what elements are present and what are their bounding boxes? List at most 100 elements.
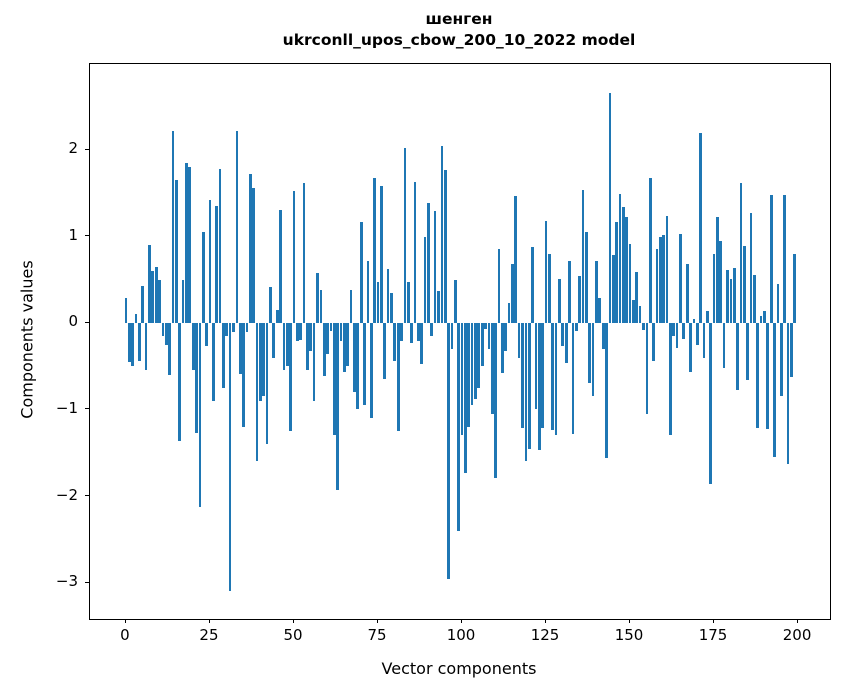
bar xyxy=(561,322,565,347)
bar xyxy=(124,297,128,323)
bar xyxy=(363,322,366,406)
bar xyxy=(339,322,343,342)
x-tick-label: 175 xyxy=(698,626,728,644)
bar xyxy=(578,276,581,323)
x-tick-label: 100 xyxy=(446,626,476,644)
bar xyxy=(564,322,568,363)
bar xyxy=(625,217,629,323)
bar xyxy=(504,322,508,352)
bar xyxy=(380,186,383,323)
bar xyxy=(225,322,229,336)
bar xyxy=(470,322,474,406)
bar xyxy=(134,314,138,323)
bar xyxy=(252,187,255,323)
bar xyxy=(450,322,454,349)
bar xyxy=(749,212,753,323)
bar xyxy=(534,322,538,410)
bar xyxy=(544,220,548,323)
bar xyxy=(487,322,491,349)
bar xyxy=(611,255,615,323)
bar xyxy=(756,322,760,428)
y-tick-label: 0 xyxy=(68,312,78,331)
bar xyxy=(208,199,212,323)
bar xyxy=(662,235,665,323)
bar xyxy=(739,183,743,323)
bar xyxy=(571,322,575,434)
bar xyxy=(302,182,306,323)
bar xyxy=(548,254,551,323)
x-tick-mark xyxy=(461,619,463,623)
bar xyxy=(296,322,299,342)
bar xyxy=(773,322,776,458)
bar xyxy=(403,147,407,323)
bar xyxy=(178,322,182,442)
bar xyxy=(783,194,786,323)
bar xyxy=(181,279,185,323)
bar xyxy=(484,322,487,329)
bar xyxy=(316,272,319,323)
bar xyxy=(537,322,541,451)
bar xyxy=(527,322,531,450)
bar xyxy=(793,253,797,323)
x-tick-label: 25 xyxy=(199,626,219,644)
bar xyxy=(786,322,790,464)
x-tick-mark xyxy=(124,619,126,623)
bar xyxy=(638,306,642,323)
bar xyxy=(497,249,501,323)
bar xyxy=(615,221,618,323)
y-tick-label: −1 xyxy=(55,398,78,417)
bar xyxy=(702,322,706,358)
bar xyxy=(238,322,242,374)
bar xyxy=(443,169,447,323)
bar xyxy=(669,322,672,435)
bar xyxy=(164,322,168,346)
bar xyxy=(689,322,692,373)
bar xyxy=(675,322,679,348)
bar xyxy=(275,309,279,323)
bar xyxy=(390,292,393,323)
bar xyxy=(665,215,669,323)
bar xyxy=(272,322,276,358)
bar xyxy=(158,279,161,323)
bar xyxy=(642,322,645,330)
bar xyxy=(608,93,612,323)
bar xyxy=(201,231,205,323)
bar xyxy=(440,146,444,323)
bar xyxy=(427,202,430,323)
bar xyxy=(474,322,477,400)
bar xyxy=(242,322,245,427)
bar xyxy=(185,162,188,323)
bar xyxy=(420,322,424,364)
x-tick-label: 125 xyxy=(530,626,560,644)
bar xyxy=(131,322,135,367)
bar xyxy=(232,322,235,332)
bar xyxy=(464,322,467,473)
bar xyxy=(581,189,585,323)
bar xyxy=(336,322,340,490)
bar xyxy=(175,180,178,323)
bar xyxy=(265,322,269,445)
bar xyxy=(299,322,303,341)
y-tick-label: −2 xyxy=(55,485,78,504)
bar xyxy=(430,322,434,336)
bar xyxy=(769,194,773,323)
bar xyxy=(255,322,259,462)
y-tick-mark xyxy=(85,495,89,497)
bar xyxy=(235,130,239,323)
bar xyxy=(346,322,350,367)
bar xyxy=(154,266,158,323)
bar xyxy=(679,233,682,323)
x-tick-mark xyxy=(377,619,378,623)
bar xyxy=(494,322,497,478)
bar xyxy=(588,322,592,384)
bar xyxy=(144,322,148,371)
bar xyxy=(161,322,165,336)
bar xyxy=(658,237,662,323)
bar xyxy=(329,322,333,331)
y-tick-mark xyxy=(85,321,89,323)
bar xyxy=(605,322,608,458)
bar xyxy=(655,249,659,323)
bar xyxy=(326,322,329,355)
bar xyxy=(480,322,484,367)
bar xyxy=(393,322,397,361)
